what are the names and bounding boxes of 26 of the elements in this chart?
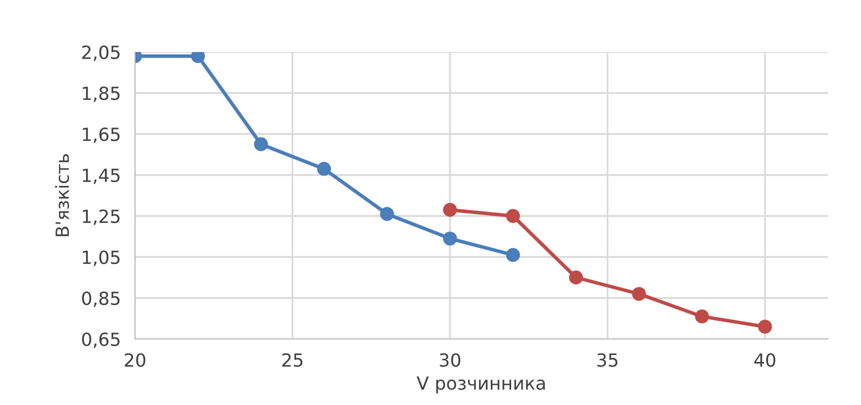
point bbox=[443, 232, 457, 246]
point bbox=[254, 137, 268, 152]
point bbox=[443, 202, 457, 217]
point bbox=[506, 209, 520, 223]
y-tick-label: 1,85 bbox=[82, 86, 120, 102]
y-tick-label: 1,65 bbox=[82, 127, 120, 143]
point bbox=[317, 162, 331, 176]
point bbox=[380, 207, 394, 221]
x-axis-title: V розчинника bbox=[416, 376, 545, 394]
x-tick-label: 30 bbox=[440, 353, 460, 367]
y-tick-label: 0,65 bbox=[82, 332, 120, 348]
point bbox=[506, 248, 520, 262]
y-tick-label: 1,25 bbox=[82, 209, 120, 225]
x-tick-label: 20 bbox=[124, 353, 146, 367]
point bbox=[758, 320, 772, 334]
point bbox=[695, 310, 709, 324]
x-tick-label: 40 bbox=[754, 353, 776, 367]
y-tick-label: 0,85 bbox=[82, 291, 120, 307]
y-tick-label: 2,05 bbox=[82, 45, 120, 61]
y-tick-label: 1,45 bbox=[82, 168, 120, 184]
y-axis-title: В'язкість bbox=[55, 154, 70, 236]
point bbox=[569, 270, 583, 284]
x-tick-label: 35 bbox=[597, 353, 618, 367]
x-tick-label: 25 bbox=[282, 353, 302, 367]
point bbox=[632, 286, 646, 301]
y-tick-label: 1,05 bbox=[82, 250, 120, 266]
